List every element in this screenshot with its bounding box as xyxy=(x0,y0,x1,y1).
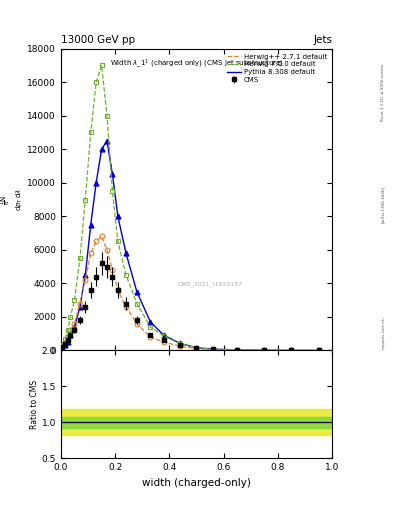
Herwig++ 2.7.1 default xyxy=(194,346,199,352)
Herwig++ 2.7.1 default xyxy=(72,321,77,327)
Herwig 7.0.0 default xyxy=(77,255,82,261)
Herwig++ 2.7.1 default xyxy=(134,321,139,327)
Pythia 8.308 default xyxy=(94,180,99,186)
Herwig 7.0.0 default xyxy=(88,130,93,136)
Herwig++ 2.7.1 default xyxy=(262,347,266,353)
Line: Herwig++ 2.7.1 default: Herwig++ 2.7.1 default xyxy=(62,237,318,350)
Text: Width $\lambda\_1^1$ (charged only) (CMS jet substructure): Width $\lambda\_1^1$ (charged only) (CMS… xyxy=(110,58,283,71)
Herwig++ 2.7.1 default xyxy=(94,239,99,245)
Herwig++ 2.7.1 default xyxy=(235,347,239,353)
Herwig 7.0.0 default xyxy=(105,113,109,119)
Pythia 8.308 default xyxy=(316,347,321,353)
Herwig++ 2.7.1 default xyxy=(316,347,321,353)
Pythia 8.308 default xyxy=(194,345,199,351)
Herwig 7.0.0 default xyxy=(235,347,239,353)
Herwig++ 2.7.1 default xyxy=(62,339,67,345)
Herwig 7.0.0 default xyxy=(72,297,77,303)
Herwig 7.0.0 default xyxy=(210,346,215,352)
Herwig++ 2.7.1 default xyxy=(110,267,115,273)
Pythia 8.308 default xyxy=(83,272,88,278)
Text: [arXiv:1306.3436]: [arXiv:1306.3436] xyxy=(381,186,385,223)
Text: 13000 GeV pp: 13000 GeV pp xyxy=(61,35,135,45)
Herwig++ 2.7.1 default xyxy=(83,277,88,283)
Herwig 7.0.0 default xyxy=(65,327,70,333)
Pythia 8.308 default xyxy=(162,332,166,338)
Pythia 8.308 default xyxy=(88,222,93,228)
Pythia 8.308 default xyxy=(65,339,70,345)
Herwig++ 2.7.1 default xyxy=(289,347,294,353)
Pythia 8.308 default xyxy=(235,347,239,353)
Herwig 7.0.0 default xyxy=(62,336,67,342)
Herwig 7.0.0 default xyxy=(148,324,153,330)
Herwig++ 2.7.1 default xyxy=(116,287,120,293)
Herwig 7.0.0 default xyxy=(116,239,120,245)
Text: CMS_2021_I1920187: CMS_2021_I1920187 xyxy=(178,281,242,287)
Herwig 7.0.0 default xyxy=(316,347,321,353)
Herwig++ 2.7.1 default xyxy=(162,339,166,345)
Pythia 8.308 default xyxy=(110,172,115,178)
Line: Pythia 8.308 default: Pythia 8.308 default xyxy=(62,141,318,350)
Text: Rivet 3.1.10, ≥ 500k events: Rivet 3.1.10, ≥ 500k events xyxy=(381,63,385,121)
Pythia 8.308 default xyxy=(148,319,153,325)
Y-axis label: $\mathrm{\frac{1}{d}N}$
$\mathrm{d}p_T\,\mathrm{d}\lambda$: $\mathrm{\frac{1}{d}N}$ $\mathrm{d}p_T\,… xyxy=(0,188,24,211)
Herwig 7.0.0 default xyxy=(289,347,294,353)
Herwig++ 2.7.1 default xyxy=(178,343,183,349)
Herwig++ 2.7.1 default xyxy=(148,334,153,340)
Herwig++ 2.7.1 default xyxy=(68,327,73,333)
Herwig 7.0.0 default xyxy=(68,314,73,320)
Pythia 8.308 default xyxy=(262,347,266,353)
Pythia 8.308 default xyxy=(62,343,67,349)
Herwig 7.0.0 default xyxy=(194,345,199,351)
Pythia 8.308 default xyxy=(289,347,294,353)
Herwig++ 2.7.1 default xyxy=(124,304,129,310)
Herwig 7.0.0 default xyxy=(99,62,104,69)
Pythia 8.308 default xyxy=(99,146,104,152)
Pythia 8.308 default xyxy=(68,332,73,338)
Pythia 8.308 default xyxy=(72,324,77,330)
Pythia 8.308 default xyxy=(210,346,215,352)
Herwig++ 2.7.1 default xyxy=(60,343,64,349)
Pythia 8.308 default xyxy=(116,213,120,219)
Pythia 8.308 default xyxy=(77,304,82,310)
Pythia 8.308 default xyxy=(134,289,139,295)
Herwig++ 2.7.1 default xyxy=(77,301,82,307)
Herwig++ 2.7.1 default xyxy=(88,250,93,257)
Herwig 7.0.0 default xyxy=(178,340,183,347)
Line: Herwig 7.0.0 default: Herwig 7.0.0 default xyxy=(62,66,318,350)
Pythia 8.308 default xyxy=(60,345,64,351)
Legend: Herwig++ 2.7.1 default, Herwig 7.0.0 default, Pythia 8.308 default, CMS: Herwig++ 2.7.1 default, Herwig 7.0.0 def… xyxy=(226,52,329,84)
Herwig++ 2.7.1 default xyxy=(105,247,109,253)
Text: mcplots.cern.ch: mcplots.cern.ch xyxy=(381,316,385,349)
Herwig++ 2.7.1 default xyxy=(210,347,215,353)
Herwig 7.0.0 default xyxy=(83,197,88,203)
Text: Jets: Jets xyxy=(313,35,332,45)
Pythia 8.308 default xyxy=(178,340,183,347)
Herwig 7.0.0 default xyxy=(162,333,166,339)
Herwig++ 2.7.1 default xyxy=(65,334,70,340)
Herwig 7.0.0 default xyxy=(94,79,99,85)
Herwig++ 2.7.1 default xyxy=(99,233,104,240)
Pythia 8.308 default xyxy=(124,250,129,257)
Herwig 7.0.0 default xyxy=(262,347,266,353)
X-axis label: width (charged-only): width (charged-only) xyxy=(142,478,251,487)
Herwig 7.0.0 default xyxy=(110,188,115,194)
Herwig 7.0.0 default xyxy=(124,272,129,278)
Pythia 8.308 default xyxy=(105,138,109,144)
Herwig 7.0.0 default xyxy=(60,342,64,348)
Y-axis label: Ratio to CMS: Ratio to CMS xyxy=(30,380,39,429)
Herwig 7.0.0 default xyxy=(134,301,139,307)
